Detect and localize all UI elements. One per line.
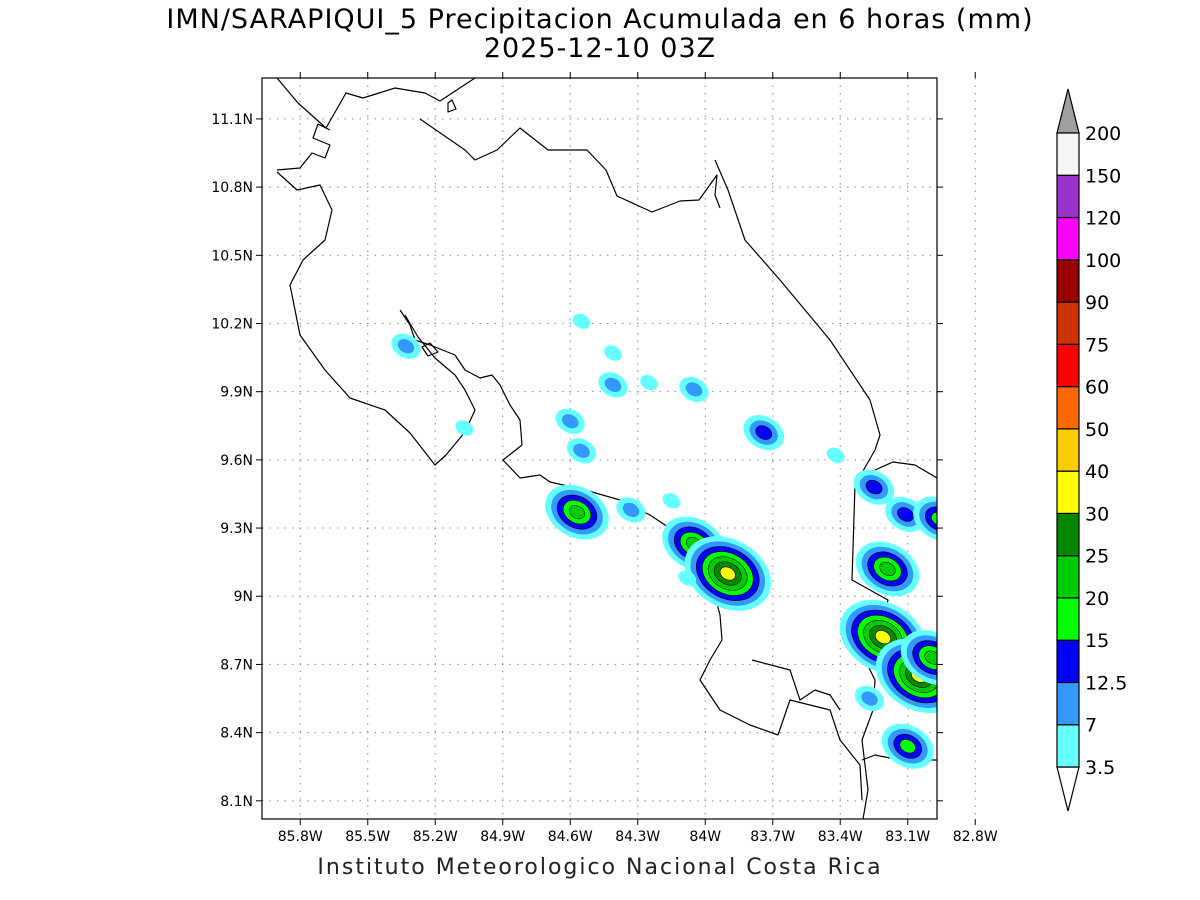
lat-tick-label: 8.4N <box>220 726 253 742</box>
lat-tick-label: 9.6N <box>220 453 253 469</box>
lat-tick-label: 9N <box>234 589 253 605</box>
precip-cell <box>900 630 937 686</box>
map-title: IMN/SARAPIQUI_5 Precipitacion Acumulada … <box>166 4 1034 35</box>
lon-tick-label: 84.3W <box>615 829 660 845</box>
precip-cell <box>826 447 845 464</box>
precip-cell <box>853 469 895 505</box>
lon-tick-label: 84.9W <box>480 829 525 845</box>
precip-cell <box>604 345 622 361</box>
precip-cell <box>566 438 597 464</box>
lat-tick-label: 8.1N <box>220 794 253 810</box>
latitude-axis: 11.1N 10.8N 10.5N 10.2N 9.9N 9.6N 9.3N 9N 8.7N 8.… <box>211 112 943 810</box>
precip-cell <box>855 541 920 597</box>
lon-tick-label: 84.6W <box>548 829 593 845</box>
lat-tick-label: 9.3N <box>220 521 253 537</box>
lat-tick-label: 11.1N <box>211 112 253 128</box>
map-datetime: 2025-12-10 03Z <box>483 33 717 64</box>
precip-cell <box>555 408 585 434</box>
lon-tick-label: 83.7W <box>750 829 795 845</box>
lat-tick-label: 10.5N <box>211 248 253 264</box>
lon-tick-label: 84W <box>689 829 721 845</box>
precip-cell <box>598 372 628 398</box>
precip-cell <box>743 415 785 451</box>
longitude-axis: 85.8W 85.5W 85.2W 84.9W 84.6W 84.3W 84W 83.7W 83… <box>278 72 998 845</box>
lon-tick-label: 85.5W <box>345 829 390 845</box>
precipitation-field <box>391 313 937 769</box>
lon-tick-label: 85.2W <box>413 829 458 845</box>
precip-cell <box>572 313 591 329</box>
precip-cell <box>684 536 771 611</box>
precip-cell <box>854 685 885 712</box>
lon-tick-label: 83.1W <box>885 829 930 845</box>
lat-tick-label: 9.9N <box>220 385 253 401</box>
precip-cell <box>545 484 609 540</box>
lat-tick-label: 8.7N <box>220 657 253 673</box>
lon-tick-label: 83.4W <box>818 829 863 845</box>
precip-cell <box>662 493 681 509</box>
precip-cell <box>391 333 421 359</box>
coastline-borders <box>276 78 937 819</box>
lon-tick-label: 85.8W <box>278 829 323 845</box>
precip-cell <box>913 496 937 542</box>
precip-cell <box>455 420 474 436</box>
precip-cell <box>678 570 697 586</box>
precip-cell <box>640 374 658 391</box>
precip-cell <box>616 497 646 523</box>
map-frame <box>261 77 938 820</box>
lat-tick-label: 10.2N <box>211 316 253 332</box>
lon-tick-label: 82.8W <box>953 829 998 845</box>
footer-credit: Instituto Meteorologico Nacional Costa R… <box>317 855 883 880</box>
precip-cell <box>881 723 934 769</box>
precip-cell <box>679 376 709 403</box>
lat-tick-label: 10.8N <box>211 180 253 196</box>
